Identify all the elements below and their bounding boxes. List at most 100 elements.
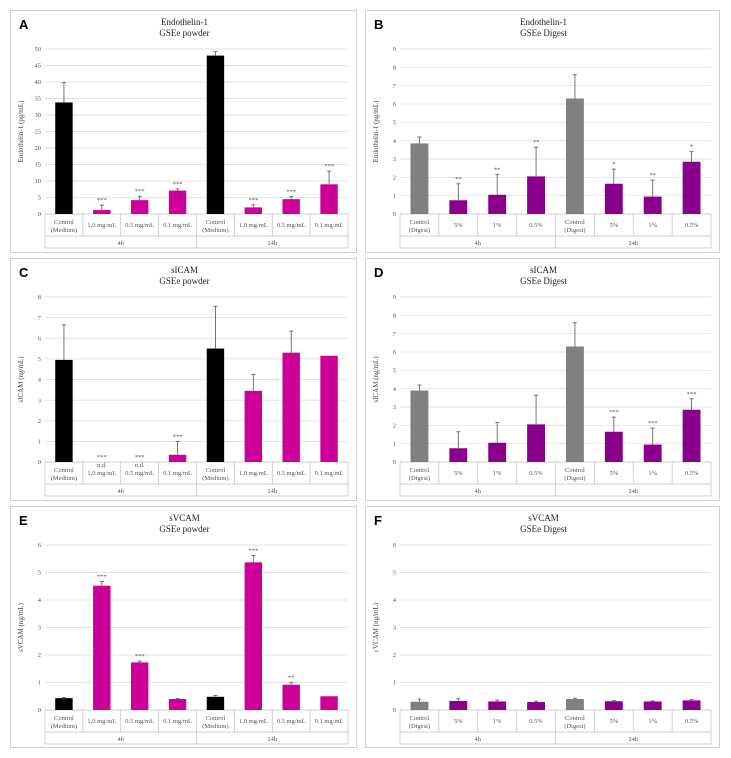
y-tick-label: 0 bbox=[38, 459, 41, 466]
y-axis-label: sICAM (ng/mL) bbox=[17, 356, 25, 403]
x-category-label: Control bbox=[206, 219, 226, 226]
bar bbox=[488, 701, 507, 710]
x-category-label: (Digest) bbox=[564, 475, 585, 482]
x-category-label: 1.0 mg/mL bbox=[239, 222, 268, 229]
bar bbox=[682, 409, 701, 462]
panel-letter: A bbox=[19, 17, 29, 32]
bar bbox=[488, 442, 507, 462]
significance-label: *** bbox=[609, 409, 619, 416]
y-tick-label: 0 bbox=[393, 211, 396, 218]
x-category-label: 0.5 mg/mL bbox=[277, 470, 306, 477]
x-category-label: 0.5% bbox=[529, 718, 543, 725]
x-category-label: Control bbox=[565, 467, 585, 474]
x-category-label: 0.1 mg/mL bbox=[163, 718, 192, 725]
y-axis-label: cVCAM (ng/mL) bbox=[372, 602, 380, 652]
panel-c: C sICAM GSEe powder sICAM (ng/mL) 0 1 2 3 4 5 6 7 8… bbox=[10, 258, 357, 501]
x-category-label: 5% bbox=[609, 222, 618, 229]
significance-label: *** bbox=[648, 420, 658, 427]
x-category-label: 0.5% bbox=[685, 718, 699, 725]
significance-label: *** bbox=[248, 197, 258, 204]
y-tick-label: 6 bbox=[393, 542, 397, 549]
y-tick-label: 6 bbox=[38, 542, 42, 549]
nd-label: n.d. bbox=[97, 462, 107, 469]
bar bbox=[527, 176, 546, 214]
chart-subtitle: GSEe powder bbox=[159, 28, 209, 38]
significance-label: ** bbox=[494, 167, 501, 174]
x-category-label: Control bbox=[410, 467, 430, 474]
y-tick-label: 7 bbox=[393, 331, 397, 338]
chart-title: Endothelin-1 bbox=[520, 17, 567, 27]
bar bbox=[282, 199, 300, 214]
x-group-label: 24h bbox=[267, 736, 278, 743]
x-category-label: 0.1 mg/mL bbox=[315, 470, 344, 477]
y-tick-label: 0 bbox=[38, 211, 41, 218]
x-category-label: 0.5% bbox=[685, 470, 699, 477]
bar bbox=[168, 699, 187, 710]
x-group-label: 4h bbox=[118, 240, 125, 247]
x-category-label: 5% bbox=[454, 470, 463, 477]
x-category-label: 1% bbox=[648, 222, 657, 229]
y-axis-label: sICAM (ng/mL) bbox=[372, 356, 380, 403]
x-category-label: 5% bbox=[454, 718, 463, 725]
y-tick-label: 9 bbox=[393, 46, 396, 53]
significance-label: * bbox=[612, 161, 615, 168]
x-category-label: 0.1 mg/mL bbox=[315, 718, 344, 725]
bar bbox=[643, 444, 662, 462]
x-category-label: 0.5 mg/mL bbox=[277, 222, 306, 229]
bar bbox=[244, 390, 263, 462]
y-tick-label: 5 bbox=[38, 570, 41, 577]
y-tick-label: 2 bbox=[393, 423, 396, 430]
y-tick-label: 1 bbox=[393, 680, 396, 687]
y-tick-label: 50 bbox=[35, 46, 42, 53]
significance-label: *** bbox=[97, 574, 107, 581]
x-category-label: Control bbox=[54, 715, 74, 722]
bar bbox=[410, 143, 429, 214]
bar bbox=[604, 701, 623, 710]
significance-label: *** bbox=[135, 188, 145, 195]
x-category-label: Control bbox=[54, 467, 74, 474]
x-category-label: 1% bbox=[648, 718, 657, 725]
bar bbox=[282, 352, 300, 462]
bar bbox=[527, 424, 546, 462]
significance-label: *** bbox=[97, 197, 107, 204]
x-category-label: 0.5 mg/mL bbox=[125, 470, 154, 477]
bar bbox=[93, 585, 111, 710]
y-tick-label: 3 bbox=[38, 625, 41, 632]
x-category-label: Control bbox=[410, 715, 430, 722]
x-category-label: (Digest) bbox=[564, 723, 585, 730]
panel-b: B Endothelin-1 GSEe Digest Endothelin-1 (p… bbox=[365, 10, 720, 253]
bar bbox=[643, 701, 662, 710]
y-tick-label: 15 bbox=[35, 162, 42, 169]
bar bbox=[282, 684, 300, 710]
y-axis-label: Endothelin-1 (pg/mL) bbox=[17, 100, 25, 162]
chart-subtitle: GSEe Digest bbox=[520, 524, 567, 534]
x-category-label: Control bbox=[206, 467, 226, 474]
x-category-label: Control bbox=[54, 219, 74, 226]
x-category-label: Control bbox=[565, 219, 585, 226]
y-tick-label: 25 bbox=[35, 129, 42, 136]
bar bbox=[410, 701, 429, 710]
y-tick-label: 2 bbox=[38, 652, 41, 659]
x-group-label: 24h bbox=[267, 240, 278, 247]
x-category-label: (Digest) bbox=[564, 227, 585, 234]
nd-label: n.d. bbox=[135, 462, 145, 469]
x-category-label: (Medium) bbox=[51, 475, 77, 482]
y-tick-label: 8 bbox=[393, 313, 396, 320]
x-category-label: 0.1 mg/mL bbox=[163, 222, 192, 229]
chart-subtitle: GSEe Digest bbox=[520, 276, 567, 286]
x-category-label: (Medium) bbox=[202, 723, 228, 730]
y-tick-label: 4 bbox=[393, 386, 397, 393]
x-category-label: (Digest) bbox=[409, 723, 430, 730]
bar bbox=[93, 210, 111, 214]
chart-subtitle: GSEe powder bbox=[159, 524, 209, 534]
y-tick-label: 3 bbox=[38, 397, 41, 404]
y-tick-label: 5 bbox=[38, 195, 41, 202]
y-axis-label: sVCAM (ng/mL) bbox=[17, 602, 25, 651]
significance-label: *** bbox=[173, 181, 183, 188]
significance-label: ** bbox=[533, 139, 540, 146]
x-category-label: (Medium) bbox=[51, 723, 77, 730]
y-tick-label: 2 bbox=[393, 175, 396, 182]
x-group-label: 24h bbox=[628, 488, 639, 495]
panel-d: D sICAM GSEe Digest sICAM (ng/mL) 0 1 2 3 4 5 6 7 8… bbox=[365, 258, 720, 501]
